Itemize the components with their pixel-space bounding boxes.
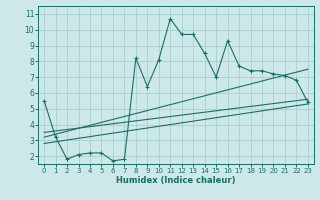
X-axis label: Humidex (Indice chaleur): Humidex (Indice chaleur)	[116, 176, 236, 185]
